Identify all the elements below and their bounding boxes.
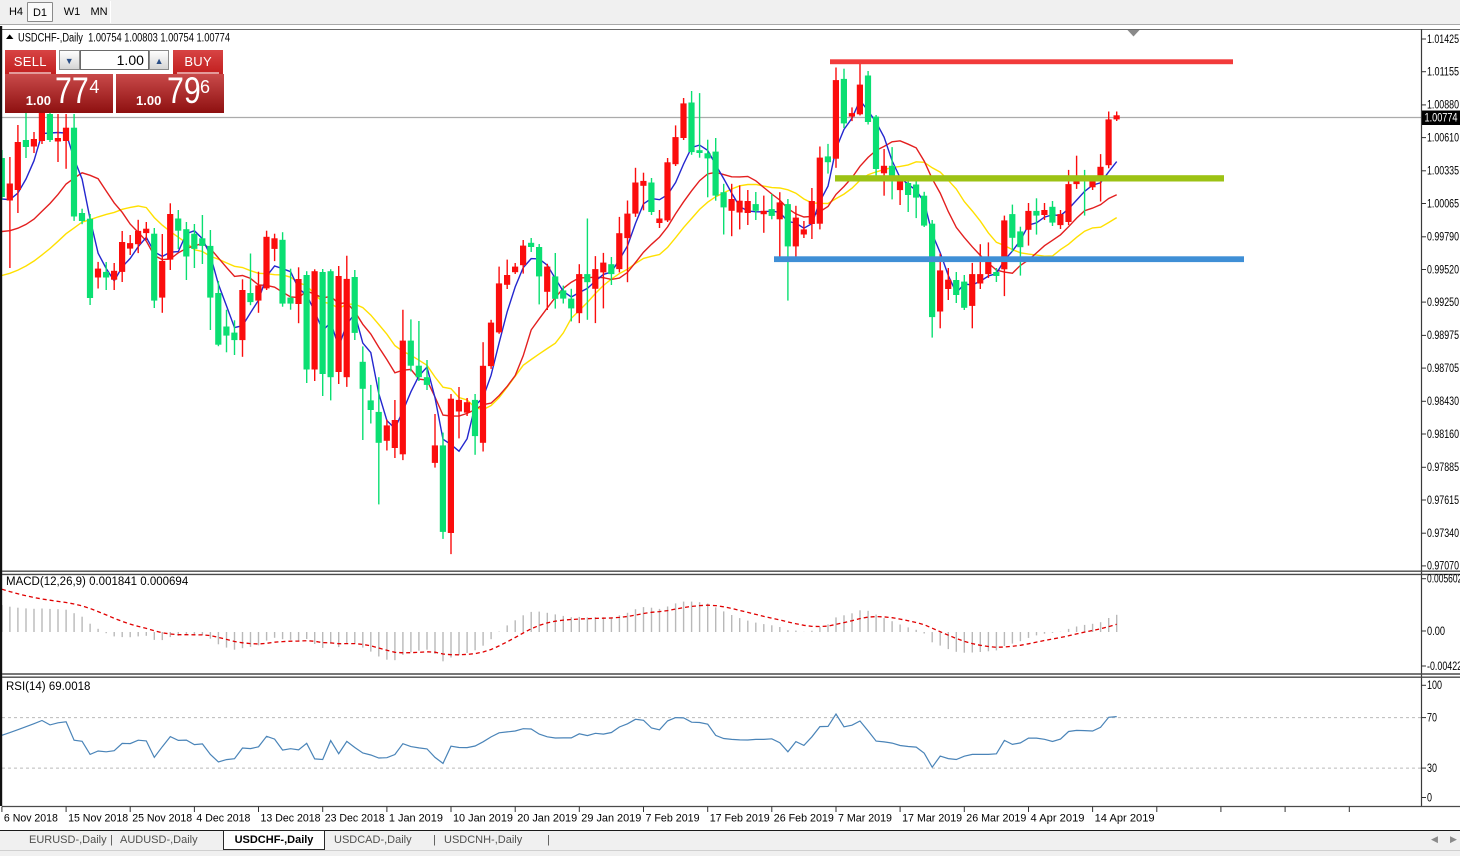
svg-text:1.00335: 1.00335 <box>1427 166 1459 178</box>
svg-text:15 Nov 2018: 15 Nov 2018 <box>68 813 128 825</box>
svg-text:7 Mar 2019: 7 Mar 2019 <box>838 813 892 825</box>
svg-text:70: 70 <box>1427 712 1437 724</box>
svg-text:1.00880: 1.00880 <box>1427 100 1459 112</box>
svg-text:0.98975: 0.98975 <box>1427 330 1459 342</box>
svg-text:4 Dec 2018: 4 Dec 2018 <box>196 813 250 825</box>
svg-text:14 Apr 2019: 14 Apr 2019 <box>1095 813 1155 825</box>
svg-text:1.01425: 1.01425 <box>1427 34 1459 46</box>
svg-text:1.01155: 1.01155 <box>1427 67 1459 79</box>
svg-text:17 Mar 2019: 17 Mar 2019 <box>902 813 962 825</box>
svg-text:30: 30 <box>1427 763 1437 775</box>
svg-text:MACD(12,26,9) 0.001841 0.00069: MACD(12,26,9) 0.001841 0.000694 <box>6 576 189 588</box>
svg-text:17 Feb 2019: 17 Feb 2019 <box>710 813 770 825</box>
svg-text:100: 100 <box>1427 680 1442 692</box>
svg-text:0.97340: 0.97340 <box>1427 528 1459 540</box>
svg-text:0.98430: 0.98430 <box>1427 396 1459 408</box>
svg-text:-0.0042260: -0.0042260 <box>1427 661 1460 673</box>
svg-text:10 Jan 2019: 10 Jan 2019 <box>453 813 513 825</box>
svg-text:23 Dec 2018: 23 Dec 2018 <box>325 813 385 825</box>
svg-text:0.98705: 0.98705 <box>1427 363 1459 375</box>
svg-text:1 Jan 2019: 1 Jan 2019 <box>389 813 443 825</box>
svg-text:4 Apr 2019: 4 Apr 2019 <box>1031 813 1085 825</box>
svg-text:0.99520: 0.99520 <box>1427 264 1459 276</box>
svg-text:13 Dec 2018: 13 Dec 2018 <box>261 813 321 825</box>
svg-text:0.99790: 0.99790 <box>1427 232 1459 244</box>
svg-text:0: 0 <box>1427 792 1432 804</box>
svg-text:1.00774: 1.00774 <box>1425 113 1458 125</box>
svg-text:USDCHF-,Daily 1.00754 1.00803: USDCHF-,Daily 1.00754 1.00803 1.00754 1.… <box>18 33 230 45</box>
svg-text:0.97885: 0.97885 <box>1427 462 1459 474</box>
svg-text:1.00610: 1.00610 <box>1427 132 1459 144</box>
svg-text:25 Nov 2018: 25 Nov 2018 <box>132 813 192 825</box>
svg-text:0.98160: 0.98160 <box>1427 429 1459 441</box>
svg-text:0.97615: 0.97615 <box>1427 495 1459 507</box>
svg-text:6 Nov 2018: 6 Nov 2018 <box>4 813 58 825</box>
svg-text:RSI(14) 69.0018: RSI(14) 69.0018 <box>6 681 90 693</box>
svg-text:26 Mar 2019: 26 Mar 2019 <box>966 813 1026 825</box>
svg-text:0.97070: 0.97070 <box>1427 561 1459 573</box>
svg-text:29 Jan 2019: 29 Jan 2019 <box>581 813 641 825</box>
svg-text:20 Jan 2019: 20 Jan 2019 <box>517 813 577 825</box>
svg-text:0.00: 0.00 <box>1427 626 1445 638</box>
svg-text:0.99250: 0.99250 <box>1427 297 1459 309</box>
svg-text:7 Feb 2019: 7 Feb 2019 <box>646 813 700 825</box>
svg-text:26 Feb 2019: 26 Feb 2019 <box>774 813 834 825</box>
svg-text:1.00065: 1.00065 <box>1427 198 1459 210</box>
